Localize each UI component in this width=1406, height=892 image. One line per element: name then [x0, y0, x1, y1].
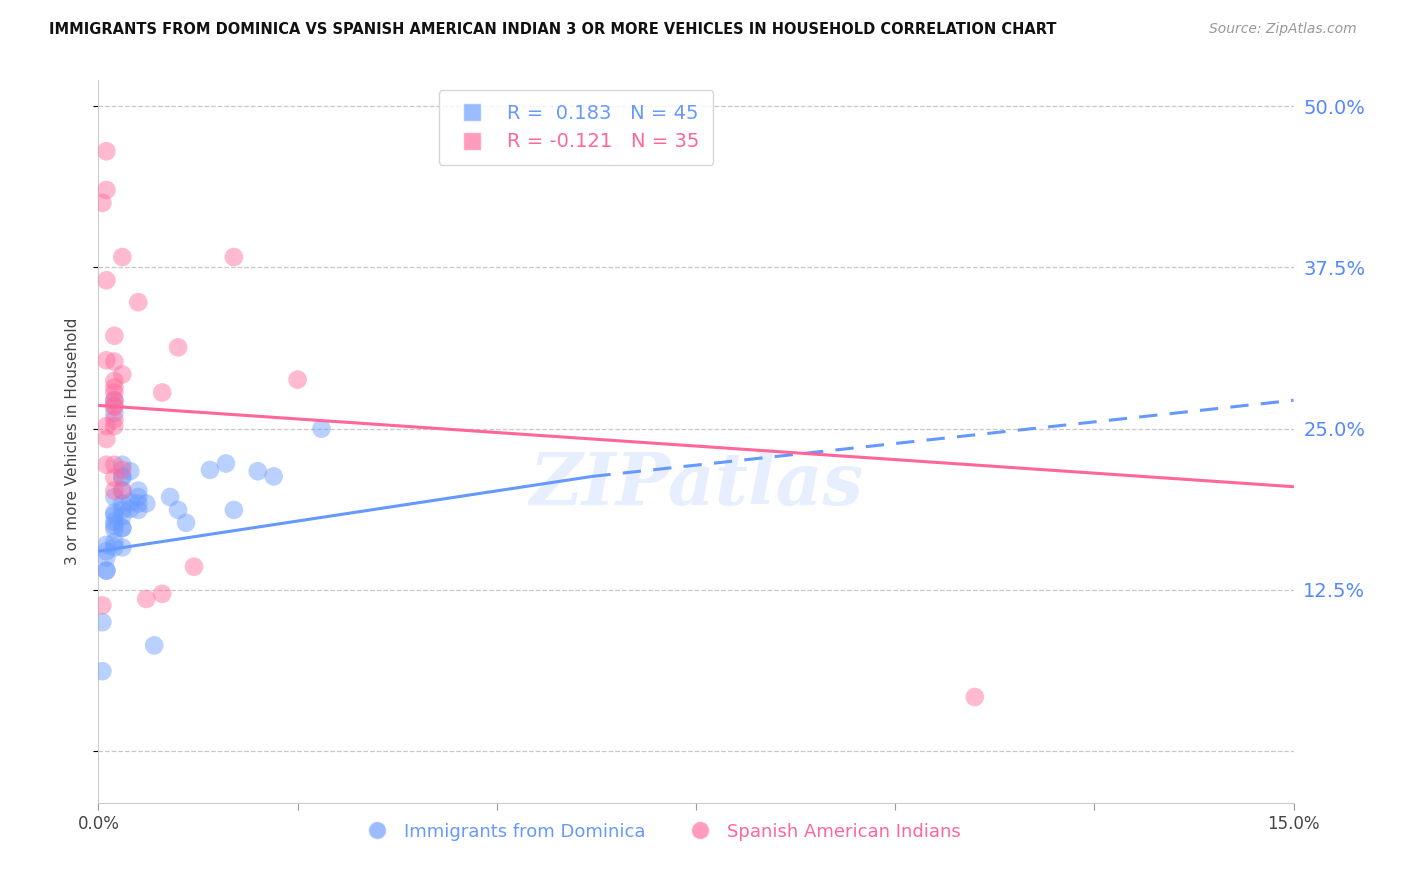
Y-axis label: 3 or more Vehicles in Household: 3 or more Vehicles in Household	[65, 318, 80, 566]
Point	[96, 564, 118, 578]
Point	[111, 463, 134, 477]
Point	[111, 483, 134, 498]
Point	[111, 521, 134, 535]
Point	[120, 495, 142, 509]
Point	[103, 490, 125, 504]
Point	[103, 328, 125, 343]
Point	[91, 195, 114, 210]
Point	[174, 516, 197, 530]
Point	[215, 457, 238, 471]
Point	[222, 503, 245, 517]
Point	[96, 183, 118, 197]
Point	[111, 471, 134, 485]
Point	[963, 690, 986, 704]
Point	[127, 483, 149, 498]
Point	[103, 535, 125, 549]
Point	[96, 145, 118, 159]
Point	[103, 406, 125, 420]
Point	[103, 380, 125, 394]
Text: IMMIGRANTS FROM DOMINICA VS SPANISH AMERICAN INDIAN 3 OR MORE VEHICLES IN HOUSEH: IMMIGRANTS FROM DOMINICA VS SPANISH AMER…	[49, 22, 1057, 37]
Point	[91, 615, 114, 630]
Point	[222, 250, 245, 264]
Point	[96, 432, 118, 446]
Point	[103, 374, 125, 388]
Point	[111, 368, 134, 382]
Point	[103, 471, 125, 485]
Point	[103, 515, 125, 529]
Point	[103, 506, 125, 520]
Point	[311, 422, 333, 436]
Point	[183, 559, 205, 574]
Point	[246, 464, 269, 478]
Point	[287, 373, 309, 387]
Point	[91, 664, 114, 678]
Point	[135, 591, 157, 606]
Point	[127, 295, 149, 310]
Text: ZIPatlas: ZIPatlas	[529, 450, 863, 520]
Point	[127, 503, 149, 517]
Point	[111, 250, 134, 264]
Point	[111, 483, 134, 498]
Point	[263, 469, 285, 483]
Point	[96, 353, 118, 368]
Point	[135, 496, 157, 510]
Point	[103, 354, 125, 368]
Point	[103, 541, 125, 555]
Point	[96, 544, 118, 558]
Point	[159, 490, 181, 504]
Point	[103, 393, 125, 408]
Point	[96, 550, 118, 565]
Point	[111, 503, 134, 517]
Point	[103, 508, 125, 522]
Point	[103, 419, 125, 434]
Point	[103, 518, 125, 533]
Point	[127, 490, 149, 504]
Point	[111, 541, 134, 555]
Point	[120, 501, 142, 516]
Point	[103, 483, 125, 498]
Point	[150, 385, 173, 400]
Point	[103, 400, 125, 414]
Point	[198, 463, 221, 477]
Point	[111, 509, 134, 524]
Point	[103, 393, 125, 408]
Point	[103, 412, 125, 426]
Point	[120, 464, 142, 478]
Point	[103, 458, 125, 472]
Point	[96, 273, 118, 287]
Point	[96, 419, 118, 434]
Point	[167, 503, 190, 517]
Point	[103, 398, 125, 412]
Point	[150, 587, 173, 601]
Point	[103, 522, 125, 536]
Point	[127, 496, 149, 510]
Point	[143, 639, 166, 653]
Point	[111, 458, 134, 472]
Point	[96, 458, 118, 472]
Text: Source: ZipAtlas.com: Source: ZipAtlas.com	[1209, 22, 1357, 37]
Point	[111, 521, 134, 535]
Point	[96, 538, 118, 552]
Point	[91, 599, 114, 613]
Point	[96, 564, 118, 578]
Point	[111, 496, 134, 510]
Point	[167, 340, 190, 354]
Point	[111, 469, 134, 483]
Legend: Immigrants from Dominica, Spanish American Indians: Immigrants from Dominica, Spanish Americ…	[352, 815, 969, 848]
Point	[103, 385, 125, 400]
